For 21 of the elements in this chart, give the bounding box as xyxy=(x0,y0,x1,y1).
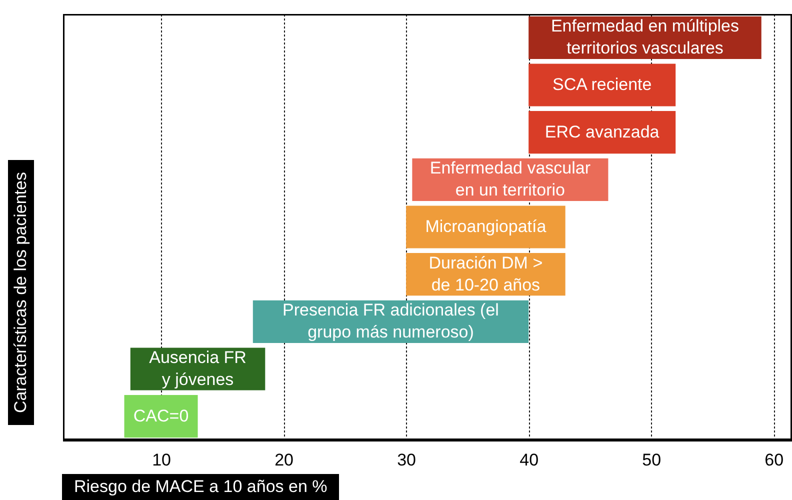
x-tick-label: 20 xyxy=(274,450,294,470)
x-axis-title: Riesgo de MACE a 10 años en % xyxy=(62,474,340,500)
x-tick-label: 10 xyxy=(152,450,171,470)
bar xyxy=(528,111,676,154)
x-tick-label: 40 xyxy=(520,450,539,470)
x-tick-label: 30 xyxy=(397,450,416,470)
bar xyxy=(124,395,198,438)
y-tick-label: Enfermedad en múltiples territorios vasculares xyxy=(550,16,739,58)
y-tick-label: Presencia FR adicionales (el grupo más numeroso) xyxy=(282,300,499,342)
y-tick-label: Ausencia FR y jóvenes xyxy=(149,348,246,389)
y-tick-label: Microangiopatía xyxy=(425,217,547,236)
x-tick-label: 50 xyxy=(642,450,662,470)
y-axis-title: Características de los pacientes xyxy=(8,160,34,425)
y-tick-label: SCA reciente xyxy=(552,75,652,94)
y-tick-label: Enfermedad vascular en un territorio xyxy=(430,158,591,200)
x-tick-label: 60 xyxy=(764,450,784,470)
y-tick-label: ERC avanzada xyxy=(544,122,660,142)
y-tick-label: CAC=0 xyxy=(133,406,189,426)
bar xyxy=(406,206,566,248)
bar xyxy=(528,64,676,106)
y-tick-label: Duración DM > de 10-20 años xyxy=(428,253,543,294)
